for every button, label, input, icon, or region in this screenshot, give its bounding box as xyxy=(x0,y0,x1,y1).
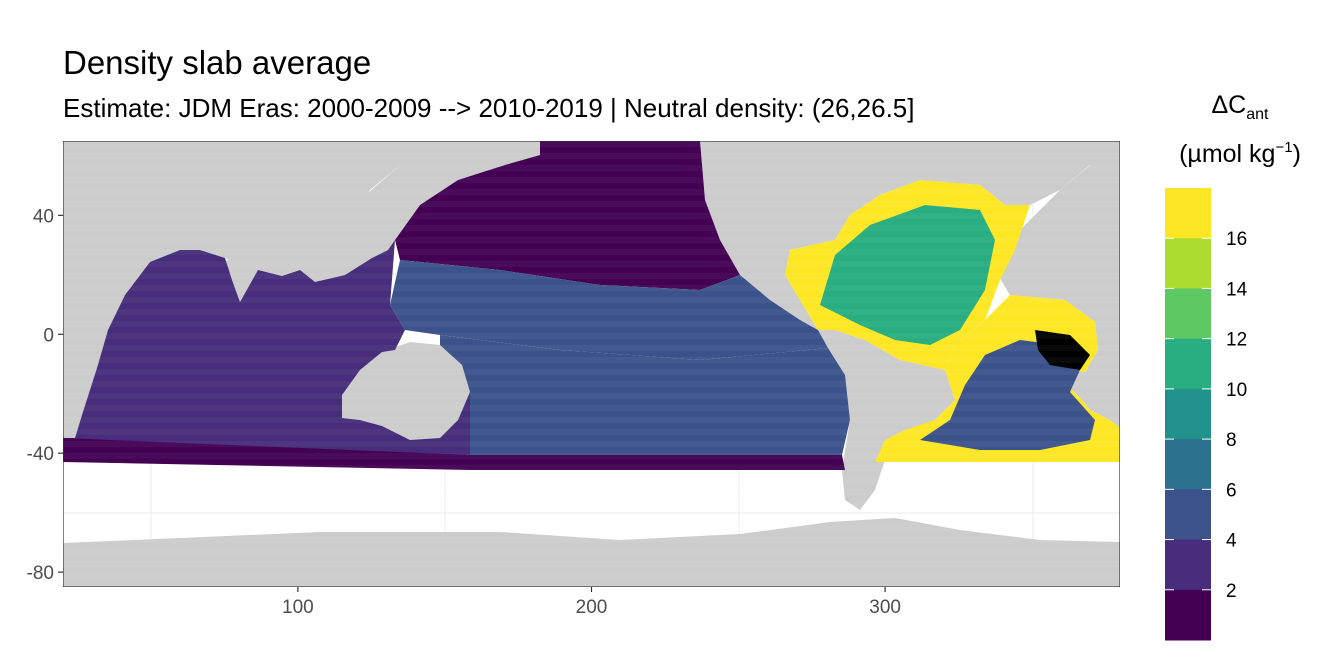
legend-label: 4 xyxy=(1226,531,1237,552)
legend-label: 6 xyxy=(1226,480,1237,501)
y-tick-label: 0 xyxy=(43,325,54,346)
map-panel xyxy=(63,141,1120,587)
y-axis: 40 0 -40 -80 xyxy=(27,206,63,584)
ocean-data-regions xyxy=(63,141,1120,587)
legend: ΔCant (µmol kg−1) 16 14 12 10 8 6 4 2 xyxy=(1165,91,1301,641)
legend-label: 10 xyxy=(1226,380,1247,401)
y-tick-label: 40 xyxy=(33,206,54,227)
legend-bin xyxy=(1165,238,1211,289)
chart-title: Density slab average xyxy=(63,44,371,81)
legend-label: 2 xyxy=(1226,581,1237,602)
legend-bin xyxy=(1165,288,1211,340)
legend-bin xyxy=(1165,589,1211,641)
legend-unit-main: (µmol kg xyxy=(1179,140,1275,168)
legend-title-subscript: ant xyxy=(1246,106,1269,123)
legend-title-main: ΔC xyxy=(1211,91,1246,119)
legend-bin xyxy=(1165,489,1211,541)
legend-bin xyxy=(1165,188,1211,239)
legend-label: 8 xyxy=(1226,430,1237,451)
x-tick-label: 300 xyxy=(869,597,901,618)
legend-label: 14 xyxy=(1226,279,1248,300)
texture-overlay xyxy=(63,141,1120,587)
chart-subtitle: Estimate: JDM Eras: 2000-2009 --> 2010-2… xyxy=(63,93,914,123)
legend-unit-close: ) xyxy=(1293,140,1301,168)
x-tick-label: 200 xyxy=(576,597,608,618)
legend-bin xyxy=(1165,338,1211,390)
legend-unit-superscript: −1 xyxy=(1275,139,1292,156)
legend-title-line2: (µmol kg−1) xyxy=(1179,139,1301,168)
y-tick-label: -80 xyxy=(27,563,54,584)
legend-bin xyxy=(1165,388,1211,440)
legend-title-line1: ΔCant xyxy=(1211,91,1269,123)
legend-label: 12 xyxy=(1226,330,1247,351)
x-tick-label: 100 xyxy=(282,597,314,618)
legend-bin xyxy=(1165,439,1211,490)
y-tick-label: -40 xyxy=(27,444,54,465)
legend-bin xyxy=(1165,539,1211,591)
x-axis: 100 200 300 xyxy=(282,587,901,618)
legend-label: 16 xyxy=(1226,229,1247,250)
